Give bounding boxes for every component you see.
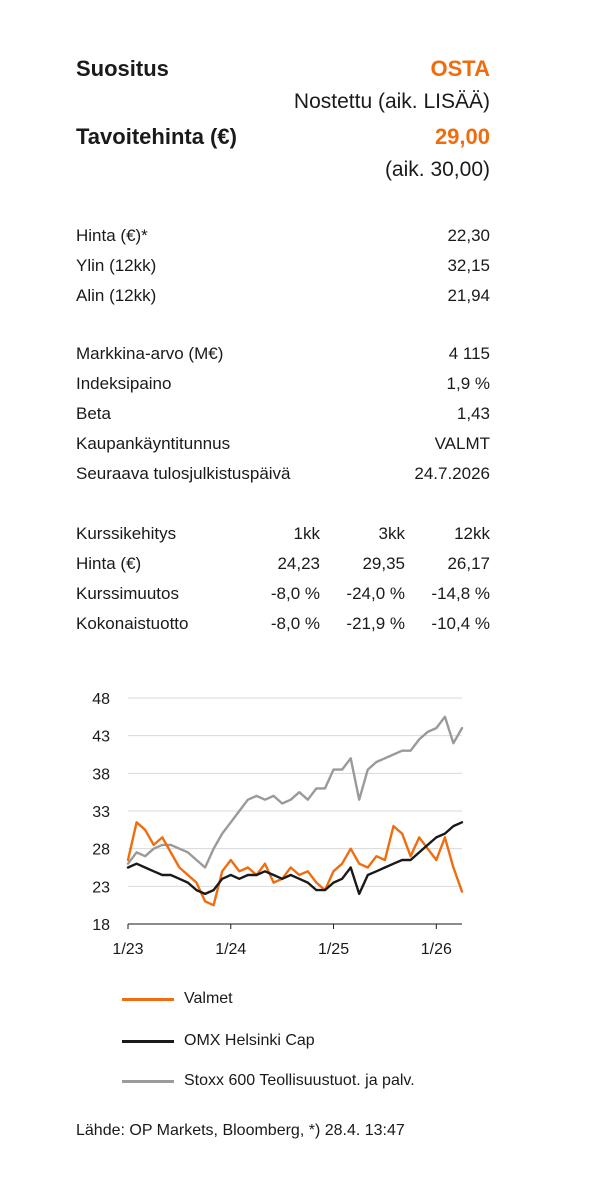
y-tick-label: 43	[92, 729, 110, 746]
performance-cell: 24,23	[277, 554, 320, 573]
legend-item-valmet: Valmet	[122, 988, 233, 1010]
performance-cell: 29,35	[362, 554, 405, 573]
stat-label: Indeksipaino	[76, 374, 172, 393]
target-price-previous-row: (aik. 30,00)	[76, 158, 490, 182]
performance-row-total-return: Kokonaistuotto -8,0 % -21,9 % -10,4 %	[76, 614, 490, 636]
legend-swatch	[122, 1039, 174, 1043]
x-tick-label: 1/24	[215, 941, 246, 958]
y-tick-label: 33	[92, 804, 110, 821]
stat-value: 1,9 %	[446, 374, 490, 393]
performance-cell: Kurssimuutos	[76, 584, 179, 603]
y-tick-label: 38	[92, 766, 110, 783]
target-price-label: Tavoitehinta (€)	[76, 124, 237, 149]
target-price-previous: (aik. 30,00)	[384, 158, 490, 181]
legend-swatch	[122, 997, 174, 1001]
y-tick-label: 18	[92, 917, 110, 934]
performance-cell: Kokonaistuotto	[76, 614, 189, 633]
stat-label: Beta	[76, 404, 111, 423]
stat-value: 24.7.2026	[414, 464, 490, 483]
x-tick-label: 1/25	[318, 941, 349, 958]
stat-row-price: Hinta (€)* 22,30	[76, 226, 490, 246]
price-chart: 48 43 38 33 28 23 181/23 1/24 1/25 1/26	[92, 691, 464, 958]
legend-swatch	[122, 1079, 174, 1083]
stat-value: VALMT	[434, 434, 490, 453]
stat-label: Hinta (€)*	[76, 226, 148, 245]
performance-cell: -8,0 %	[270, 614, 320, 633]
stat-row-next-report: Seuraava tulosjulkistuspäivä 24.7.2026	[76, 464, 490, 484]
stat-row-low: Alin (12kk) 21,94	[76, 286, 490, 306]
source-note: Lähde: OP Markets, Bloomberg, *) 28.4. 1…	[76, 1122, 405, 1139]
recommendation-row: Suositus OSTA	[76, 56, 490, 82]
stat-value: 32,15	[447, 256, 490, 275]
stat-label: Kaupankäyntitunnus	[76, 434, 231, 453]
y-tick-label: 48	[92, 691, 110, 708]
x-tick-label: 1/26	[421, 941, 452, 958]
performance-cell: -14,8 %	[431, 584, 490, 603]
stat-row-ticker: Kaupankäyntitunnus VALMT	[76, 434, 490, 454]
stat-value: 4 115	[448, 344, 490, 363]
legend-label: OMX Helsinki Cap	[184, 1032, 315, 1049]
recommendation-value: OSTA	[430, 56, 490, 81]
performance-cell: 26,17	[447, 554, 490, 573]
legend-label: Valmet	[184, 990, 233, 1007]
x-tick-label: 1/23	[112, 941, 143, 958]
performance-cell: -8,0 %	[270, 584, 320, 603]
performance-header: Kurssikehitys	[76, 524, 177, 543]
stat-row-high: Ylin (12kk) 32,15	[76, 256, 490, 276]
series-line-omx-helsinki-cap	[126, 821, 464, 896]
performance-row-change: Kurssimuutos -8,0 % -24,0 % -14,8 %	[76, 584, 490, 606]
target-price-row: Tavoitehinta (€) 29,00	[76, 124, 490, 150]
series-line-stoxx-600	[126, 715, 464, 869]
performance-header: 3kk	[378, 524, 405, 543]
recommendation-label: Suositus	[76, 56, 169, 81]
performance-cell: -24,0 %	[346, 584, 405, 603]
stat-value: 22,30	[447, 226, 490, 245]
stat-value: 21,94	[447, 286, 490, 305]
recommendation-change-note: Nostettu (aik. LISÄÄ)	[293, 90, 490, 113]
stat-row-market-cap: Markkina-arvo (M€) 4 115	[76, 344, 490, 364]
stat-label: Seuraava tulosjulkistuspäivä	[76, 464, 291, 483]
stat-label: Markkina-arvo (M€)	[76, 344, 224, 363]
stat-label: Alin (12kk)	[76, 286, 157, 305]
legend-item-omx: OMX Helsinki Cap	[122, 1030, 315, 1052]
performance-header: 12kk	[454, 524, 490, 543]
legend-item-stoxx: Stoxx 600 Teollisuustuot. ja palv.	[122, 1070, 415, 1092]
performance-cell: -10,4 %	[431, 614, 490, 633]
performance-cell: -21,9 %	[346, 614, 405, 633]
stat-row-beta: Beta 1,43	[76, 404, 490, 424]
target-price-value: 29,00	[434, 124, 490, 149]
legend-label: Stoxx 600 Teollisuustuot. ja palv.	[184, 1072, 415, 1089]
performance-row-price: Hinta (€) 24,23 29,35 26,17	[76, 554, 490, 576]
performance-header-row: Kurssikehitys 1kk 3kk 12kk	[76, 524, 490, 546]
y-tick-label: 23	[92, 879, 110, 896]
stat-label: Ylin (12kk)	[76, 256, 157, 275]
y-tick-label: 28	[92, 842, 110, 859]
performance-cell: Hinta (€)	[76, 554, 142, 573]
recommendation-change-row: Nostettu (aik. LISÄÄ)	[76, 90, 490, 114]
stat-value: 1,43	[456, 404, 490, 423]
performance-header: 1kk	[293, 524, 320, 543]
stat-row-index-weight: Indeksipaino 1,9 %	[76, 374, 490, 394]
series-line-valmet	[126, 821, 464, 907]
